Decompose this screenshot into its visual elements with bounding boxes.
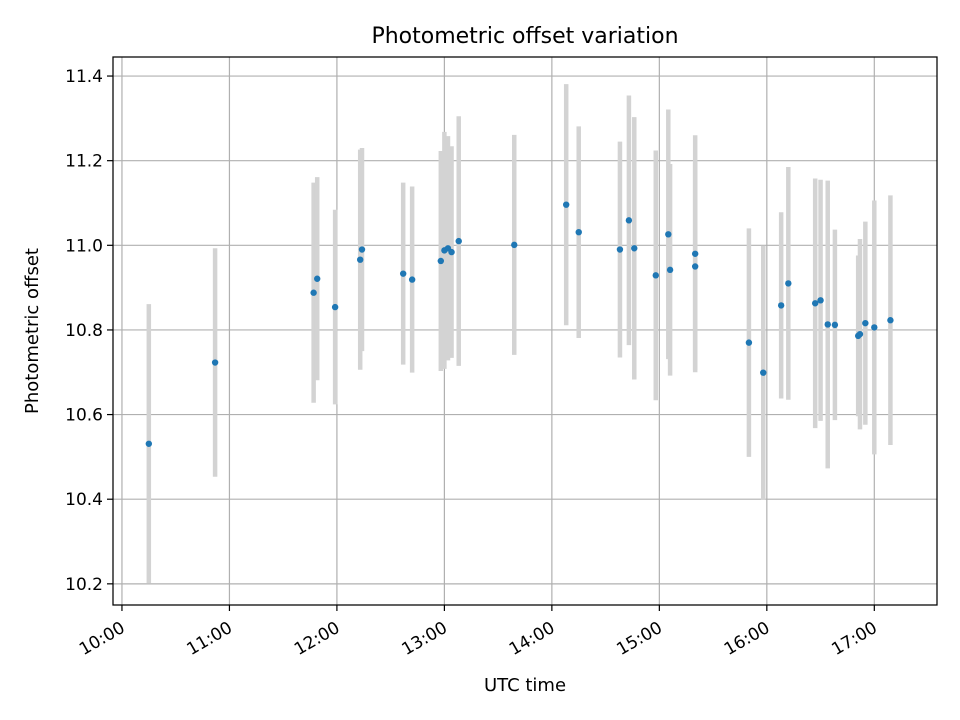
data-point bbox=[511, 241, 518, 249]
data-point bbox=[811, 300, 819, 307]
data-point bbox=[625, 217, 633, 224]
data-point bbox=[314, 275, 321, 282]
data-points bbox=[145, 201, 894, 447]
data-point bbox=[310, 289, 317, 296]
y-tick-label: 11.0 bbox=[65, 236, 103, 256]
data-point bbox=[437, 257, 445, 265]
data-point bbox=[408, 276, 416, 283]
data-point bbox=[817, 297, 824, 304]
data-point bbox=[652, 272, 659, 279]
data-point bbox=[691, 263, 699, 270]
data-point bbox=[777, 302, 785, 309]
grid bbox=[113, 57, 937, 605]
y-tick-label: 10.2 bbox=[65, 575, 103, 595]
data-point bbox=[145, 440, 153, 447]
data-point bbox=[871, 324, 878, 331]
y-tick-label: 11.2 bbox=[65, 152, 103, 172]
y-tick-label: 10.6 bbox=[65, 406, 103, 426]
y-tick-label: 10.8 bbox=[65, 321, 103, 341]
plot-frame bbox=[112, 56, 938, 606]
data-point bbox=[785, 280, 792, 287]
data-point bbox=[831, 321, 839, 329]
data-point bbox=[824, 321, 831, 328]
data-point bbox=[616, 246, 624, 253]
data-point bbox=[760, 369, 767, 376]
data-point bbox=[455, 237, 462, 245]
data-point bbox=[563, 201, 570, 208]
data-point bbox=[745, 339, 753, 346]
data-point bbox=[357, 256, 364, 263]
data-point bbox=[631, 245, 638, 252]
y-tick-label: 11.4 bbox=[65, 67, 103, 87]
x-axis-label: UTC time bbox=[484, 675, 566, 696]
data-point bbox=[211, 359, 219, 366]
data-point bbox=[399, 270, 407, 277]
chart-title: Photometric offset variation bbox=[371, 24, 678, 49]
data-point bbox=[331, 303, 339, 311]
y-tick-label: 10.4 bbox=[65, 490, 103, 510]
data-point bbox=[856, 330, 864, 338]
y-axis-ticks: 10.2 10.4 10.6 10.8 11.0 11.2 11.4 bbox=[65, 67, 113, 595]
data-point bbox=[691, 250, 699, 257]
data-point bbox=[358, 246, 366, 253]
data-point bbox=[887, 317, 894, 324]
y-axis-label: Photometric offset bbox=[22, 248, 43, 414]
data-point bbox=[665, 231, 672, 238]
data-point bbox=[575, 228, 582, 236]
data-point bbox=[666, 266, 674, 274]
data-point bbox=[862, 319, 869, 327]
data-point bbox=[448, 248, 455, 256]
